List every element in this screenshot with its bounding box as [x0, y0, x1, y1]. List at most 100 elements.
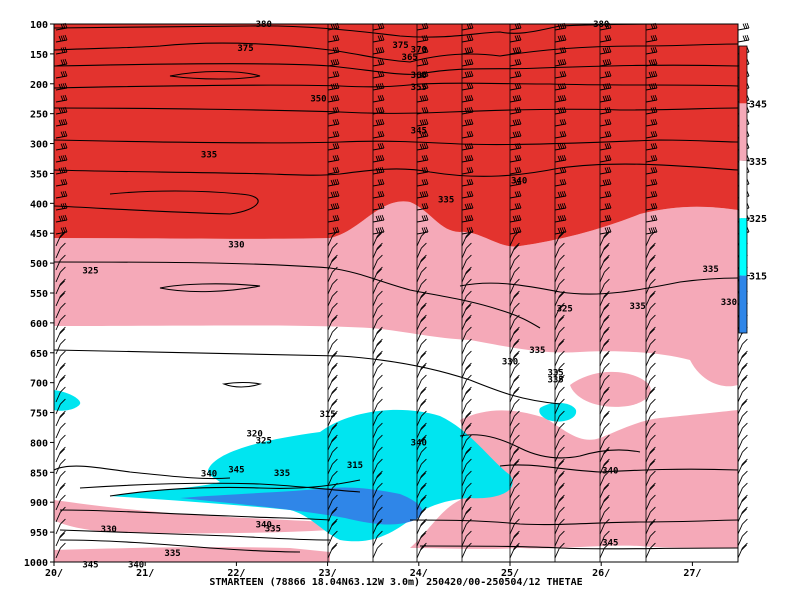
contour-right1 — [459, 434, 641, 459]
wind-barb — [645, 34, 658, 43]
wind-barb — [645, 94, 658, 103]
wind-barb — [599, 82, 612, 91]
wind-barb — [554, 202, 567, 211]
y-tick-label: 750 — [30, 409, 48, 420]
wind-barb — [737, 518, 748, 535]
wind-barb — [509, 314, 520, 331]
wind-barb — [554, 46, 567, 55]
wind-barb — [461, 82, 474, 91]
wind-barb — [416, 362, 427, 379]
contour-330b — [54, 349, 561, 405]
wind-barb — [55, 338, 66, 355]
wind-barb — [509, 434, 520, 451]
contour-label: 340 — [256, 520, 272, 530]
wind-barb — [327, 178, 340, 187]
contour-375b — [54, 42, 738, 63]
chart-title: STMARTEEN (78866 18.04N63.12W 3.0m) 2504… — [209, 577, 582, 588]
wind-barb — [461, 254, 472, 271]
wind-barb — [327, 362, 338, 379]
wind-barb — [645, 410, 656, 427]
wind-barb — [461, 190, 474, 199]
contour-335low — [59, 539, 301, 553]
y-tick-label: 450 — [30, 229, 48, 240]
wind-barb — [737, 386, 748, 403]
wind-barb — [372, 530, 383, 547]
wind-barb — [327, 70, 340, 79]
wind-barb — [645, 106, 658, 115]
contour-fill-regions — [54, 24, 738, 562]
wind-barb — [645, 266, 656, 283]
wind-barb — [416, 374, 427, 391]
wind-barb — [55, 518, 66, 535]
wind-barb — [327, 482, 338, 499]
wind-barb — [599, 242, 610, 259]
contour-label: 340 — [201, 470, 217, 480]
contour-325 — [54, 465, 231, 480]
wind-barb — [461, 178, 474, 187]
wind-barb — [372, 166, 385, 175]
wind-barb — [461, 202, 474, 211]
wind-barb — [416, 34, 429, 43]
wind-barb — [55, 94, 68, 103]
wind-barb — [416, 130, 429, 139]
wind-barb — [416, 530, 427, 547]
wind-barb — [55, 202, 68, 211]
wind-barb — [509, 46, 522, 55]
wind-barb — [645, 398, 656, 415]
wind-barb — [416, 434, 427, 451]
wind-barb — [416, 410, 427, 427]
wind-barb — [599, 446, 610, 463]
wind-barb — [509, 202, 522, 211]
wind-barb — [55, 374, 66, 391]
wind-barb — [416, 242, 427, 259]
wind-barb — [461, 518, 472, 535]
wind-barb — [645, 338, 656, 355]
wind-barb — [416, 458, 427, 475]
wind-barb — [55, 70, 68, 79]
wind-barb — [645, 434, 656, 451]
wind-barb — [327, 530, 338, 547]
wind-barb — [509, 542, 520, 559]
wind-barb — [372, 94, 385, 103]
contour-label: 330 — [101, 525, 117, 535]
wind-barb — [599, 34, 612, 43]
wind-barb — [55, 118, 68, 127]
wind-barb — [645, 458, 656, 475]
wind-barb — [327, 434, 338, 451]
y-tick-label: 800 — [30, 438, 48, 449]
wind-barb — [416, 350, 427, 367]
wind-barb — [416, 266, 427, 283]
wind-barb — [554, 350, 565, 367]
wind-barb — [509, 254, 520, 271]
wind-barb — [599, 350, 610, 367]
wind-barb — [554, 398, 565, 415]
wind-barb — [416, 254, 427, 271]
contour-label: 325 — [256, 437, 272, 447]
wind-barb — [372, 362, 383, 379]
colorbar-segment — [739, 103, 747, 161]
wind-barb — [599, 106, 612, 115]
contour-label: 345 — [411, 126, 427, 136]
wind-barb — [461, 338, 472, 355]
colorbar-segment — [739, 275, 747, 333]
wind-barb — [645, 230, 656, 247]
wind-barb — [461, 530, 472, 547]
contour-label: 340 — [411, 438, 427, 448]
wind-barb — [509, 290, 520, 307]
contour-label: 380 — [256, 20, 272, 30]
wind-barb — [554, 82, 567, 91]
region-335-345-lowleft — [54, 500, 330, 534]
wind-barb — [554, 338, 565, 355]
wind-barb — [645, 254, 656, 271]
wind-barb — [55, 458, 66, 475]
contour-340b — [459, 277, 738, 295]
wind-barb — [416, 494, 427, 511]
wind-barb — [461, 506, 472, 523]
contour-label: 335 — [201, 150, 217, 160]
wind-barb — [416, 398, 427, 415]
wind-barb — [55, 482, 66, 499]
wind-barb — [645, 494, 656, 511]
wind-barb — [599, 214, 612, 223]
wind-barb — [416, 326, 427, 343]
wind-barb — [599, 530, 610, 547]
